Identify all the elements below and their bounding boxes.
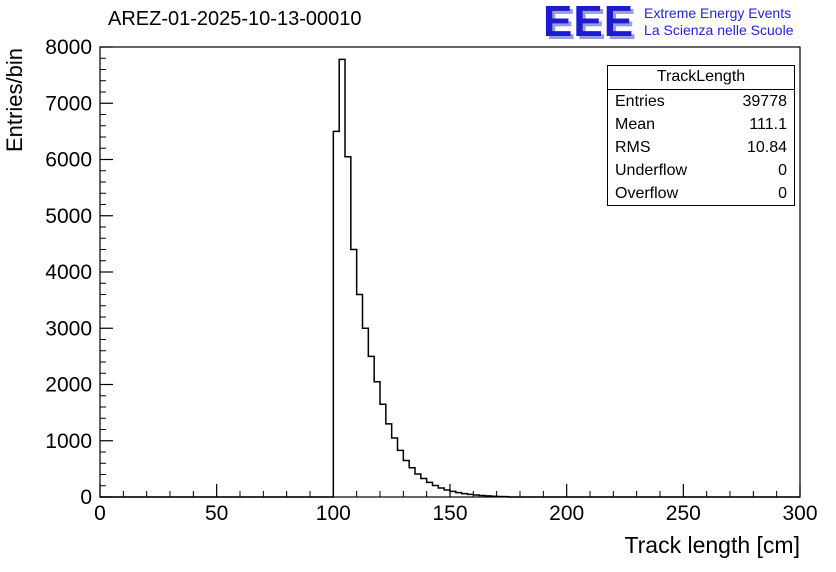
stats-value: 0 bbox=[778, 185, 787, 202]
stats-row-entries: Entries 39778 bbox=[608, 90, 794, 113]
stats-row-underflow: Underflow 0 bbox=[608, 159, 794, 182]
y-axis-title: Entries/bin bbox=[2, 48, 27, 152]
stats-value: 0 bbox=[778, 162, 787, 179]
x-tick-label: 50 bbox=[205, 502, 228, 525]
x-tick-label: 250 bbox=[666, 502, 701, 525]
stats-label: Overflow bbox=[615, 185, 679, 202]
y-tick-label: 0 bbox=[80, 486, 92, 509]
stats-row-mean: Mean 111.1 bbox=[608, 113, 794, 136]
x-axis-title: Track length [cm] bbox=[624, 532, 800, 558]
plot-title: AREZ-01-2025-10-13-00010 bbox=[108, 8, 362, 30]
stats-row-overflow: Overflow 0 bbox=[608, 182, 794, 205]
y-tick-label: 6000 bbox=[45, 149, 92, 172]
y-tick-label: 5000 bbox=[45, 205, 92, 228]
stats-box: TrackLength Entries 39778 Mean 111.1 RMS… bbox=[607, 65, 795, 206]
stats-box-title: TrackLength bbox=[608, 66, 794, 90]
stats-label: Underflow bbox=[615, 162, 688, 179]
stats-value: 111.1 bbox=[749, 116, 787, 133]
x-tick-label: 100 bbox=[316, 502, 351, 525]
eee-logo-icon: EEE bbox=[543, 0, 635, 46]
y-tick-label: 1000 bbox=[45, 430, 92, 453]
x-tick-label: 150 bbox=[432, 502, 467, 525]
eee-logo: EEE Extreme Energy Events La Scienza nel… bbox=[543, 0, 793, 46]
histogram-line bbox=[100, 58, 800, 498]
stats-label: Mean bbox=[615, 116, 656, 133]
x-tick-label: 0 bbox=[94, 502, 106, 525]
x-tick-label: 200 bbox=[549, 502, 584, 525]
y-tick-label: 8000 bbox=[45, 36, 92, 59]
stats-value: 39778 bbox=[742, 93, 788, 110]
eee-logo-caption: Extreme Energy Events La Scienza nelle S… bbox=[644, 5, 793, 39]
stats-label: RMS bbox=[615, 139, 651, 156]
y-tick-label: 4000 bbox=[45, 261, 92, 284]
y-tick-label: 7000 bbox=[45, 92, 92, 115]
x-tick-label: 300 bbox=[782, 502, 817, 525]
stats-label: Entries bbox=[615, 93, 665, 110]
y-tick-label: 3000 bbox=[45, 317, 92, 340]
stats-row-rms: RMS 10.84 bbox=[608, 136, 794, 159]
eee-logo-line2: La Scienza nelle Scuole bbox=[644, 22, 794, 38]
eee-logo-line1: Extreme Energy Events bbox=[644, 5, 792, 21]
stats-value: 10.84 bbox=[746, 139, 787, 156]
y-tick-label: 2000 bbox=[45, 374, 92, 397]
